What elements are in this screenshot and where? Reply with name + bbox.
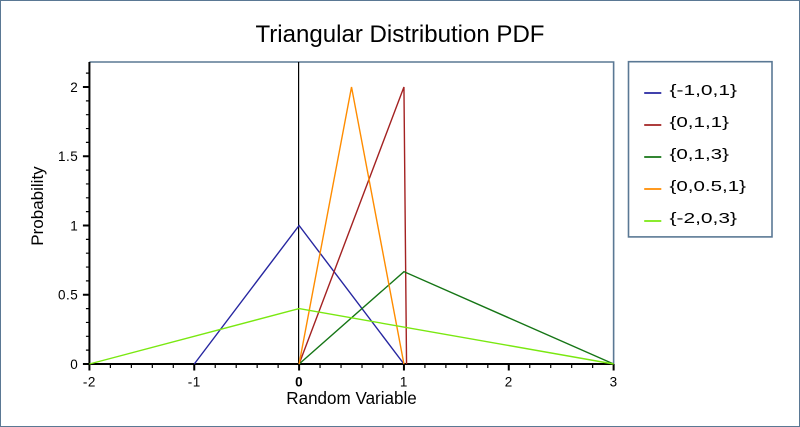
- svg-text:-2: -2: [83, 375, 96, 390]
- svg-text:-1: -1: [188, 375, 201, 390]
- svg-text:{-1,0,1}: {-1,0,1}: [670, 82, 738, 99]
- svg-text:0.5: 0.5: [58, 288, 78, 303]
- svg-text:{0,0.5,1}: {0,0.5,1}: [670, 178, 747, 195]
- svg-text:2: 2: [505, 375, 513, 390]
- svg-text:Random Variable: Random Variable: [286, 388, 417, 408]
- svg-text:{0,1,3}: {0,1,3}: [670, 146, 730, 163]
- svg-text:0: 0: [295, 375, 303, 390]
- svg-text:2: 2: [70, 80, 78, 95]
- svg-text:1: 1: [70, 218, 78, 233]
- svg-text:1.5: 1.5: [58, 149, 78, 164]
- svg-text:{0,1,1}: {0,1,1}: [670, 114, 730, 131]
- svg-text:1: 1: [400, 375, 408, 390]
- svg-text:3: 3: [610, 375, 618, 390]
- svg-text:0: 0: [70, 357, 78, 372]
- svg-text:Probability: Probability: [28, 166, 47, 246]
- svg-text:Triangular Distribution PDF: Triangular Distribution PDF: [256, 21, 545, 48]
- svg-text:{-2,0,3}: {-2,0,3}: [670, 210, 738, 227]
